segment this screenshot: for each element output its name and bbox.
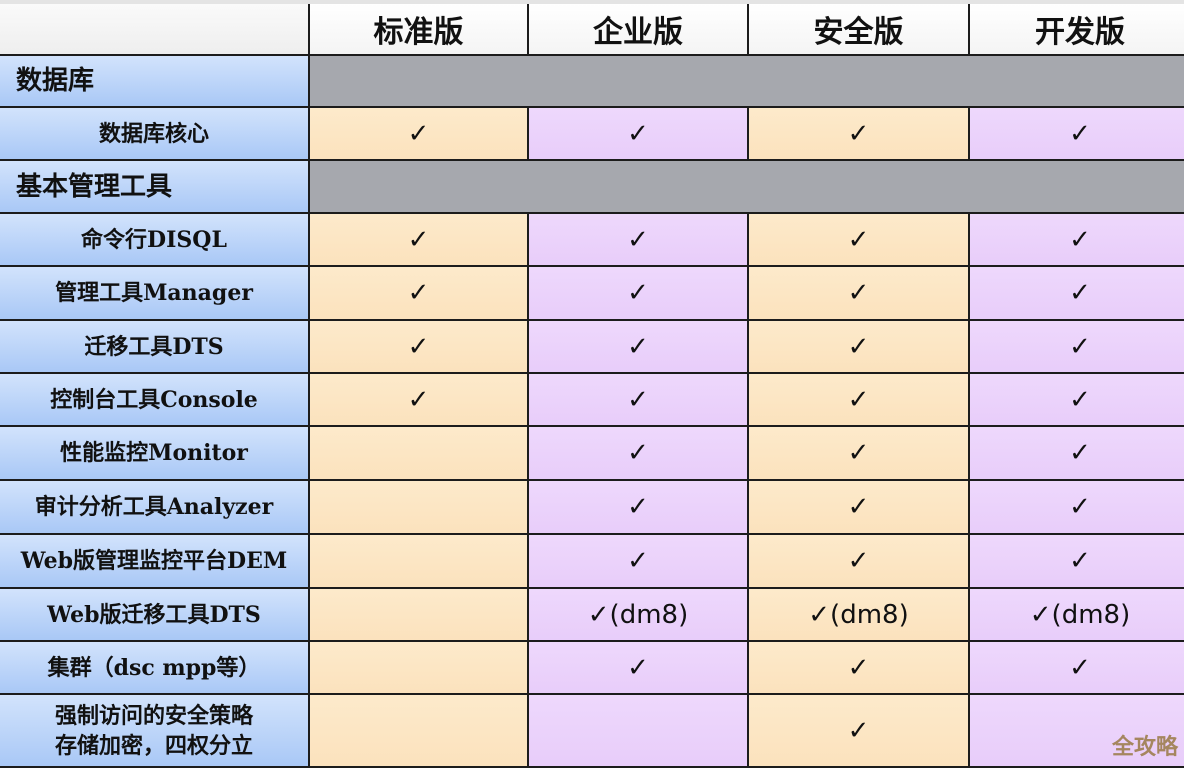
feature-label: 命令行DISQL <box>0 214 308 265</box>
check-mark-cell: ✓(dm8) <box>529 589 747 640</box>
empty-cell <box>310 481 527 533</box>
check-mark-cell: ✓ <box>970 214 1184 265</box>
empty-cell <box>310 589 527 640</box>
empty-cell <box>529 695 747 766</box>
check-mark-cell: ✓ <box>529 267 747 319</box>
check-mark-cell: ✓ <box>970 642 1184 693</box>
check-mark-cell: ✓ <box>529 214 747 265</box>
feature-label: 管理工具Manager <box>0 267 308 319</box>
feature-label: 数据库核心 <box>0 108 308 159</box>
check-mark-cell: ✓ <box>749 321 968 372</box>
feature-label: 审计分析工具Analyzer <box>0 481 308 533</box>
feature-label: 控制台工具Console <box>0 374 308 425</box>
check-mark-cell: ✓ <box>310 321 527 372</box>
check-mark-cell: ✓ <box>529 108 747 159</box>
watermark-logo: 全攻略 <box>1111 735 1178 760</box>
feature-label: 强制访问的安全策略 存储加密，四权分立 <box>0 695 308 766</box>
check-mark-cell: ✓ <box>749 642 968 693</box>
check-mark-cell: ✓ <box>529 427 747 479</box>
header-developer: 开发版 <box>970 4 1184 54</box>
check-mark-cell: ✓(dm8) <box>749 589 968 640</box>
check-mark-cell: ✓ <box>970 535 1184 587</box>
empty-cell <box>310 427 527 479</box>
check-mark-cell: ✓ <box>529 374 747 425</box>
check-mark-cell: ✓ <box>310 267 527 319</box>
header-corner <box>0 4 308 54</box>
feature-label: 迁移工具DTS <box>0 321 308 372</box>
check-mark-cell: ✓ <box>529 321 747 372</box>
section-label: 基本管理工具 <box>0 161 308 212</box>
check-mark-cell: ✓ <box>310 108 527 159</box>
check-mark-cell: ✓ <box>970 108 1184 159</box>
check-mark-cell: ✓ <box>970 374 1184 425</box>
header-standard: 标准版 <box>310 4 527 54</box>
header-enterprise: 企业版 <box>529 4 747 54</box>
check-mark-cell: ✓ <box>970 267 1184 319</box>
feature-label: 性能监控Monitor <box>0 427 308 479</box>
section-band <box>310 56 1184 106</box>
section-band <box>310 161 1184 212</box>
check-mark-cell: ✓ <box>310 374 527 425</box>
check-mark-cell: ✓ <box>749 108 968 159</box>
header-security: 安全版 <box>749 4 968 54</box>
feature-label: 集群（dsc mpp等） <box>0 642 308 693</box>
check-mark-cell: ✓(dm8) <box>970 589 1184 640</box>
check-mark-cell: ✓ <box>749 695 968 766</box>
check-mark-cell: ✓ <box>529 481 747 533</box>
check-mark-cell: ✓ <box>310 214 527 265</box>
feature-label: Web版迁移工具DTS <box>0 589 308 640</box>
check-mark-cell: ✓ <box>970 321 1184 372</box>
feature-label: Web版管理监控平台DEM <box>0 535 308 587</box>
empty-cell <box>310 695 527 766</box>
check-mark-cell: ✓ <box>749 214 968 265</box>
check-mark-cell: ✓ <box>749 427 968 479</box>
empty-cell <box>310 535 527 587</box>
edition-comparison-table: 标准版 企业版 安全版 开发版 数据库 数据库核心 ✓ ✓ ✓ ✓ 基本管理工具 命令行DIS… <box>0 4 1184 768</box>
section-label: 数据库 <box>0 56 308 106</box>
check-mark-cell: ✓ <box>749 267 968 319</box>
check-mark-cell: ✓ <box>529 642 747 693</box>
check-mark-cell: ✓ <box>749 535 968 587</box>
check-mark-cell: ✓ <box>529 535 747 587</box>
check-mark-cell: ✓ <box>749 481 968 533</box>
check-mark-cell: ✓ <box>749 374 968 425</box>
empty-cell <box>970 695 1184 766</box>
check-mark-cell: ✓ <box>970 427 1184 479</box>
check-mark-cell: ✓ <box>970 481 1184 533</box>
empty-cell <box>310 642 527 693</box>
